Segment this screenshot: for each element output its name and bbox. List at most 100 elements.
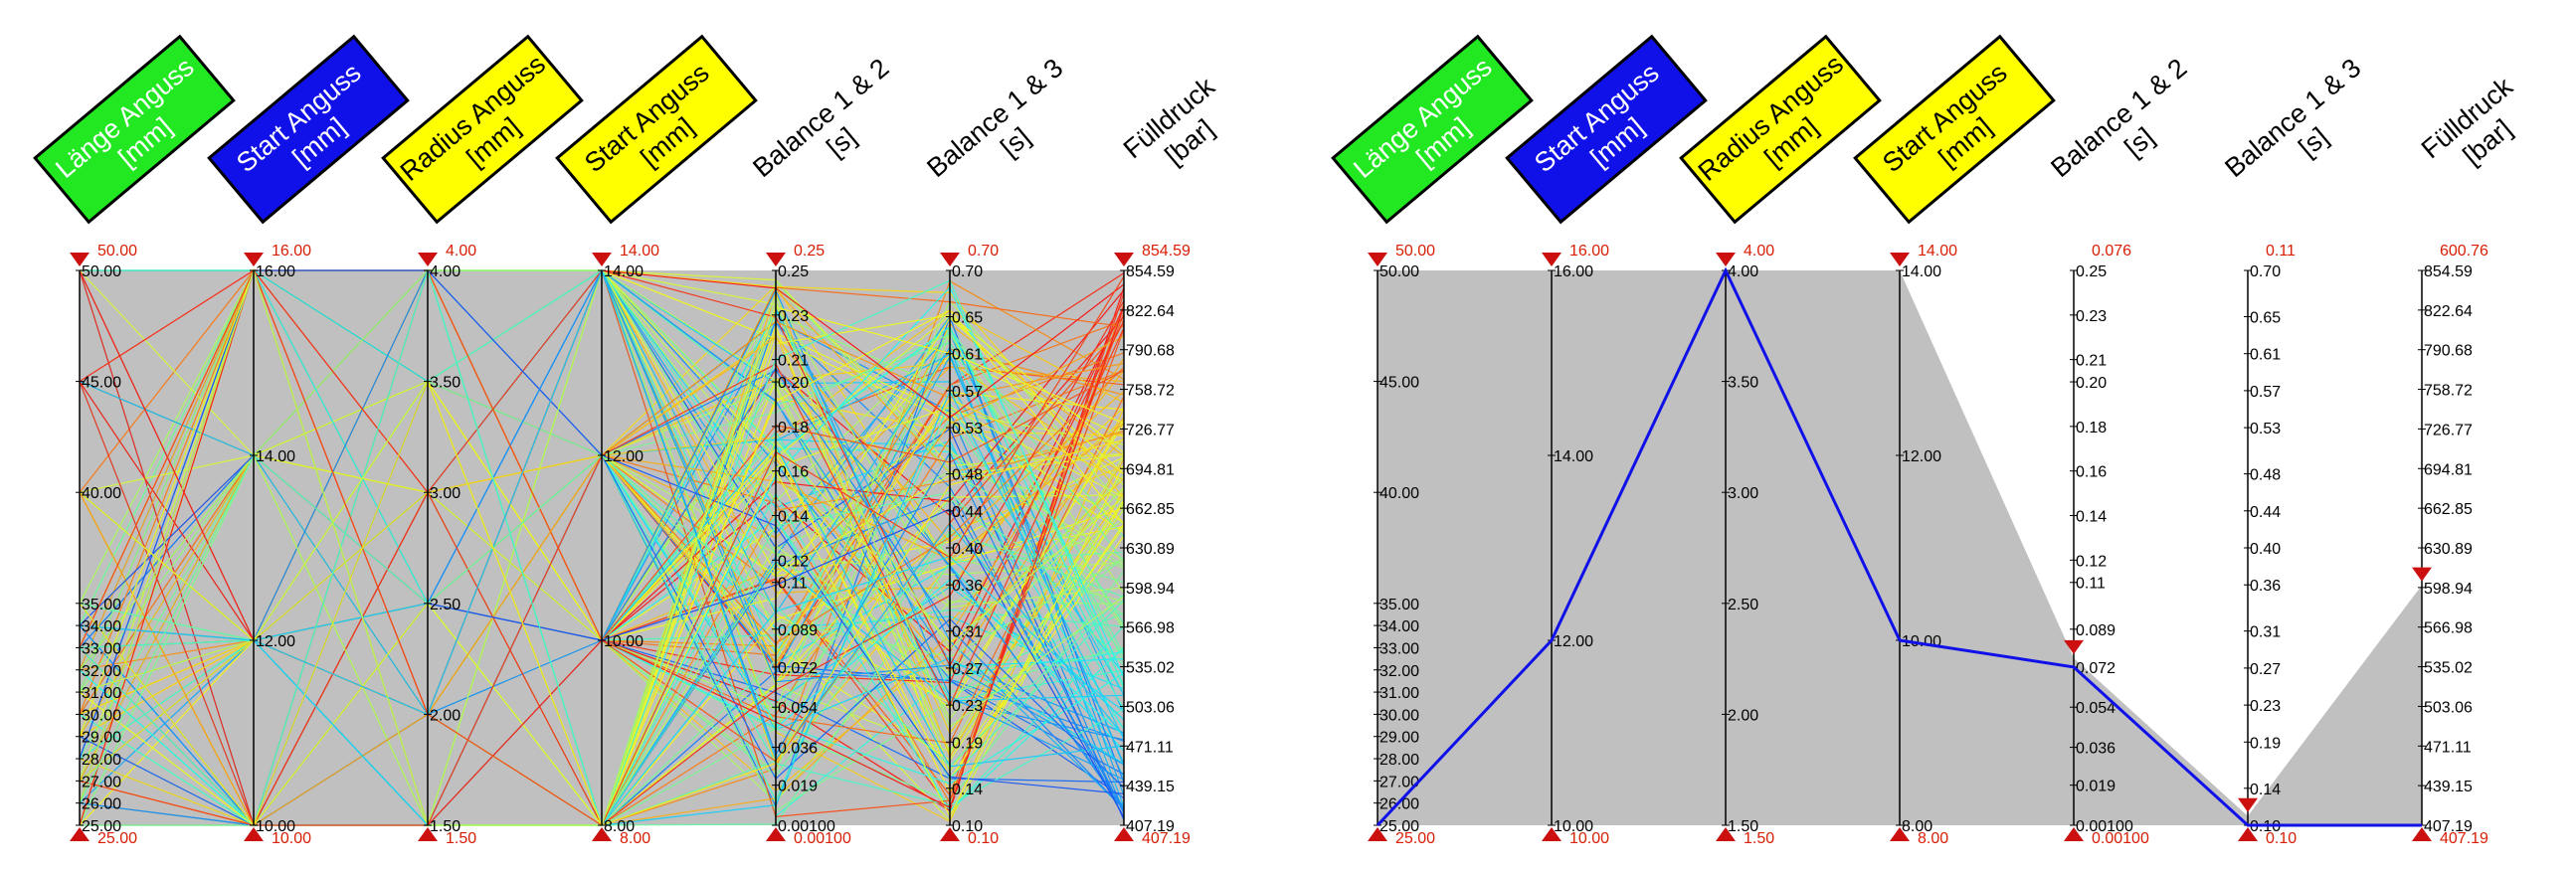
tick-label: 12.00	[1554, 633, 1593, 650]
tick-label: 1.50	[1728, 818, 1758, 835]
tick-label: 0.31	[952, 624, 983, 641]
axis-header-box	[33, 34, 236, 225]
axis-header-box	[555, 34, 758, 225]
tick-label: 10.00	[256, 818, 295, 835]
lower-range-label: 1.50	[1744, 830, 1774, 847]
lower-range-marker	[2238, 827, 2258, 841]
tick-label: 0.14	[952, 782, 983, 798]
tick-label: 45.00	[82, 375, 121, 392]
axis-header-box	[1679, 34, 1882, 225]
upper-range-label: 854.59	[1142, 243, 1191, 260]
tick-label: 10.00	[1554, 818, 1593, 835]
tick-label: 0.16	[2076, 464, 2107, 481]
tick-label: 0.57	[2250, 384, 2281, 401]
upper-range-marker	[418, 253, 438, 266]
tick-label: 0.20	[2076, 375, 2107, 392]
parallel-panel-1: 25.00 26.00 27.00 28.00 29.00 30.00 31.00 32.00…	[33, 34, 1221, 847]
tick-label: 3.00	[430, 485, 460, 502]
tick-label: 0.11	[778, 576, 808, 593]
upper-range-marker	[766, 253, 786, 266]
tick-label: 45.00	[1380, 375, 1419, 392]
axis-header: Radius Anguss[mm]	[381, 34, 584, 225]
tick-label: 790.68	[2424, 343, 2473, 360]
tick-label: 0.27	[2250, 661, 2281, 678]
lower-range-label: 0.00100	[2092, 830, 2149, 847]
tick-label: 25.00	[1380, 818, 1419, 835]
tick-label: 0.70	[952, 263, 983, 280]
axis-header: Start Anguss[mm]	[1853, 34, 2056, 225]
tick-label: 0.089	[2076, 622, 2116, 639]
tick-label: 758.72	[2424, 383, 2473, 400]
tick-label: 0.00100	[778, 818, 835, 835]
upper-range-marker	[1542, 253, 1562, 266]
lower-range-label: 0.10	[2266, 830, 2297, 847]
upper-range-label: 4.00	[446, 243, 476, 260]
axis-header: Fülldruck[bar]	[1118, 71, 1221, 170]
upper-range-marker	[2412, 567, 2432, 582]
lower-range-marker	[244, 827, 264, 841]
tick-label: 0.19	[2250, 735, 2281, 752]
tick-label: 25.00	[82, 818, 121, 835]
lower-range-label: 1.50	[446, 830, 476, 847]
axis-header: Start Anguss[mm]	[555, 34, 758, 225]
tick-label: 0.16	[778, 464, 809, 481]
tick-label: 40.00	[82, 485, 121, 502]
tick-label: 439.15	[1126, 779, 1175, 795]
upper-range-label: 0.70	[968, 243, 999, 260]
tick-label: 694.81	[2424, 461, 2473, 478]
lower-range-marker	[766, 827, 786, 841]
tick-label: 0.11	[2076, 576, 2106, 593]
upper-range-marker	[244, 253, 264, 266]
upper-range-marker	[940, 253, 960, 266]
lower-range-marker	[592, 827, 612, 841]
tick-label: 1.50	[430, 818, 460, 835]
upper-range-marker	[1368, 253, 1387, 266]
tick-label: 4.00	[430, 263, 460, 280]
tick-label: 0.23	[952, 698, 983, 715]
lower-range-marker	[1114, 827, 1134, 841]
axis-header-box	[1505, 34, 1708, 225]
tick-label: 662.85	[2424, 501, 2473, 518]
tick-label: 0.036	[778, 741, 818, 758]
upper-range-label: 50.00	[97, 243, 137, 260]
tick-label: 0.31	[2250, 624, 2281, 641]
tick-label: 3.50	[1728, 375, 1758, 392]
axis-7: 407.19 439.15 471.11 503.06 535.02 566.98 598.…	[1114, 71, 1221, 847]
upper-range-marker	[592, 253, 612, 266]
tick-label: 2.00	[1728, 707, 1758, 724]
tick-label: 407.19	[2424, 818, 2473, 835]
tick-label: 0.019	[2076, 779, 2116, 795]
axis-header: Balance 1 & 2[s]	[747, 53, 894, 183]
upper-range-label: 50.00	[1395, 243, 1435, 260]
tick-label: 0.072	[2076, 660, 2116, 677]
tick-label: 31.00	[1380, 685, 1419, 702]
tick-label: 0.12	[778, 553, 809, 570]
tick-label: 0.65	[2250, 310, 2281, 327]
tick-label: 598.94	[2424, 581, 2473, 598]
axis-header: Start Anguss[mm]	[207, 34, 410, 225]
lower-range-marker	[940, 827, 960, 841]
tick-label: 630.89	[2424, 541, 2473, 558]
upper-range-label: 0.25	[794, 243, 825, 260]
tick-label: 726.77	[1126, 422, 1175, 438]
axis-header: Balance 1 & 2[s]	[2045, 53, 2192, 183]
tick-label: 0.53	[2250, 421, 2281, 437]
lower-range-label: 0.00100	[794, 830, 851, 847]
tick-label: 8.00	[604, 818, 635, 835]
tick-label: 471.11	[2424, 739, 2472, 756]
tick-label: 0.12	[2076, 553, 2107, 570]
tick-label: 33.00	[1380, 640, 1419, 657]
tick-label: 0.25	[2076, 263, 2107, 280]
highlighted-polyline	[1376, 266, 2422, 827]
lower-range-label: 8.00	[1918, 830, 1948, 847]
lower-range-marker	[2412, 827, 2432, 841]
tick-label: 0.036	[2076, 741, 2116, 758]
tick-label: 0.23	[778, 308, 809, 325]
tick-label: 0.65	[952, 310, 983, 327]
tick-label: 50.00	[82, 263, 121, 280]
axis-header-name: Balance 1 & 3	[921, 53, 1068, 183]
tick-label: 4.00	[1728, 263, 1758, 280]
tick-label: 0.40	[952, 541, 983, 558]
tick-label: 0.054	[778, 700, 818, 717]
